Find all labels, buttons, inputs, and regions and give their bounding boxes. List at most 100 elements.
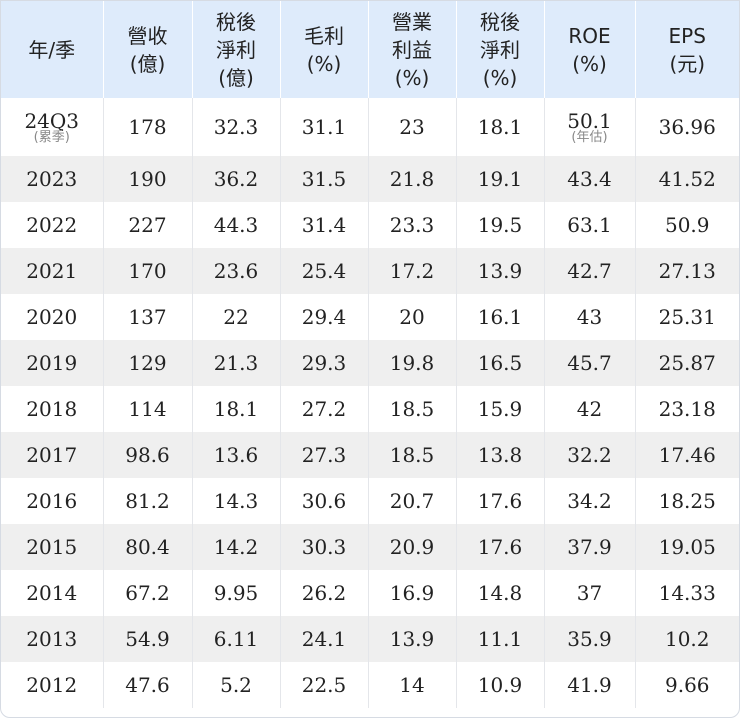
cell-net-income: 5.2 <box>192 662 281 708</box>
cell-revenue: 137 <box>103 294 193 340</box>
cell-gross-margin: 31.4 <box>280 202 369 248</box>
cell-operating-margin: 21.8 <box>368 156 457 202</box>
header-eps: EPS (元) <box>635 1 739 98</box>
cell-roe: 63.1 <box>544 202 636 248</box>
header-net-income: 稅後 淨利 (億) <box>192 1 281 98</box>
cell-revenue: 170 <box>103 248 193 294</box>
table-row: 2016 81.2 14.3 30.6 20.7 17.6 34.2 18.25 <box>1 478 739 524</box>
table-row-latest: 24Q3 (累季) 178 32.3 31.1 23 18.1 50.1 (年估… <box>1 98 739 156</box>
cell-operating-margin: 23.3 <box>368 202 457 248</box>
cell-revenue: 178 <box>103 98 193 156</box>
cell-net-income: 18.1 <box>192 386 281 432</box>
cell-operating-margin: 13.9 <box>368 616 457 662</box>
header-line: 稅後 <box>216 9 256 34</box>
cell-eps: 25.87 <box>635 340 739 386</box>
cell-operating-margin: 18.5 <box>368 432 457 478</box>
cell-gross-margin: 29.4 <box>280 294 369 340</box>
cell-roe: 35.9 <box>544 616 636 662</box>
cell-net-income: 13.6 <box>192 432 281 478</box>
cell-operating-margin: 14 <box>368 662 457 708</box>
header-line: 營收 <box>127 23 168 48</box>
cell-operating-margin: 20.9 <box>368 524 457 570</box>
header-net-margin: 稅後 淨利 (%) <box>456 1 545 98</box>
header-line: 利益 <box>392 37 432 62</box>
cell-gross-margin: 31.5 <box>280 156 369 202</box>
header-row: 年/季 營收 (億) 稅後 淨利 (億) 毛利 (%) 營業 利益 (%) 稅後 <box>1 1 739 98</box>
cell-net-income: 32.3 <box>192 98 281 156</box>
header-line: (%) <box>572 51 607 76</box>
cell-operating-margin: 23 <box>368 98 457 156</box>
cell-eps: 14.33 <box>658 581 716 605</box>
header-line: 稅後 <box>480 9 520 34</box>
cell-revenue: 80.4 <box>103 524 193 570</box>
table-row: 2015 80.4 14.2 30.3 20.9 17.6 37.9 19.05 <box>1 524 739 570</box>
cell-net-income: 22 <box>192 294 281 340</box>
cell-revenue: 129 <box>103 340 193 386</box>
cell-net-margin: 16.1 <box>456 294 545 340</box>
table-row: 2023 190 36.2 31.5 21.8 19.1 43.4 41.52 <box>1 156 739 202</box>
cell-revenue: 67.2 <box>103 570 193 616</box>
cell-roe: 43.4 <box>544 156 636 202</box>
cell-eps: 18.25 <box>658 489 716 513</box>
cell-net-margin: 16.5 <box>456 340 545 386</box>
cell-period: 2023 <box>1 156 104 202</box>
cell-net-margin: 17.6 <box>456 524 545 570</box>
cell-net-margin: 13.8 <box>456 432 545 478</box>
cell-roe: 41.9 <box>544 662 636 708</box>
header-line: 淨利 <box>216 37 256 62</box>
cell-eps: 25.31 <box>658 305 716 329</box>
cell-operating-margin: 16.9 <box>368 570 457 616</box>
roe-note: (年估) <box>571 129 608 145</box>
table-row: 2017 98.6 13.6 27.3 18.5 13.8 32.2 17.46 <box>1 432 739 478</box>
header-line: (億) <box>129 51 166 76</box>
cell-revenue: 81.2 <box>103 478 193 524</box>
header-line: (%) <box>306 51 342 76</box>
cell-gross-margin: 27.3 <box>280 432 369 478</box>
cell-period: 2014 <box>1 570 104 616</box>
period-note: (累季) <box>33 129 70 145</box>
cell-gross-margin: 29.3 <box>280 340 369 386</box>
header-line: ROE <box>568 23 611 48</box>
cell-period: 2022 <box>1 202 104 248</box>
cell-eps: 23.18 <box>658 397 716 421</box>
cell-eps: 36.96 <box>658 115 716 139</box>
cell-roe: 37 <box>544 570 636 616</box>
header-line: 營業 <box>392 9 432 34</box>
cell-period: 2012 <box>1 662 104 708</box>
cell-net-income: 44.3 <box>192 202 281 248</box>
cell-net-income: 36.2 <box>192 156 281 202</box>
header-line: (%) <box>394 65 430 90</box>
cell-period: 2016 <box>1 478 104 524</box>
table-row: 2022 227 44.3 31.4 23.3 19.5 63.1 50.9 <box>1 202 739 248</box>
table-row: 2014 67.2 9.95 26.2 16.9 14.8 37 14.33 <box>1 570 739 616</box>
cell-gross-margin: 25.4 <box>280 248 369 294</box>
cell-net-income: 23.6 <box>192 248 281 294</box>
cell-gross-margin: 31.1 <box>280 98 369 156</box>
cell-revenue: 190 <box>103 156 193 202</box>
table-row: 2018 114 18.1 27.2 18.5 15.9 42 23.18 <box>1 386 739 432</box>
cell-period: 2019 <box>1 340 104 386</box>
cell-period: 24Q3 (累季) <box>1 98 104 156</box>
header-line: EPS <box>668 23 706 48</box>
header-gross-margin: 毛利 (%) <box>280 1 369 98</box>
period-value: 24Q3 <box>24 108 80 133</box>
cell-period: 2018 <box>1 386 104 432</box>
cell-net-margin: 19.1 <box>456 156 545 202</box>
cell-period: 2020 <box>1 294 104 340</box>
cell-eps: 27.13 <box>635 248 739 294</box>
header-line: (億) <box>218 65 254 90</box>
cell-net-income: 6.11 <box>192 616 281 662</box>
cell-operating-margin: 18.5 <box>368 386 457 432</box>
cell-revenue: 98.6 <box>103 432 193 478</box>
cell-eps: 17.46 <box>635 432 739 478</box>
cell-revenue: 47.6 <box>103 662 193 708</box>
cell-net-income: 14.3 <box>192 478 281 524</box>
cell-revenue: 227 <box>103 202 193 248</box>
cell-operating-margin: 20.7 <box>368 478 457 524</box>
cell-roe: 45.7 <box>544 340 636 386</box>
cell-roe: 50.1 (年估) <box>544 98 636 156</box>
cell-operating-margin: 17.2 <box>368 248 457 294</box>
header-line: (元) <box>669 51 706 76</box>
